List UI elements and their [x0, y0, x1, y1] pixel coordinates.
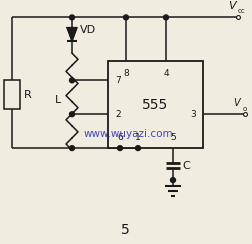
Circle shape [69, 15, 74, 20]
Text: V: V [233, 98, 239, 108]
Text: 4: 4 [163, 69, 168, 78]
Circle shape [117, 146, 122, 151]
Text: cc: cc [237, 8, 245, 13]
Circle shape [69, 112, 74, 117]
Circle shape [69, 146, 74, 151]
Bar [4, 80, 20, 109]
Text: www.wuyazi.com: www.wuyazi.com [83, 129, 172, 139]
Text: o: o [242, 106, 246, 112]
Circle shape [123, 15, 128, 20]
Circle shape [135, 146, 140, 151]
Text: 3: 3 [190, 110, 195, 119]
Circle shape [69, 78, 74, 83]
Text: 7: 7 [115, 76, 120, 85]
Text: 8: 8 [123, 69, 128, 78]
Text: C: C [181, 161, 189, 171]
Text: 555: 555 [142, 98, 168, 112]
Text: 5: 5 [169, 133, 175, 142]
Text: R: R [24, 90, 32, 100]
Circle shape [170, 178, 175, 183]
Circle shape [163, 15, 168, 20]
Text: V: V [227, 0, 235, 10]
Bar [108, 61, 202, 148]
Text: 6: 6 [117, 133, 122, 142]
Text: 5: 5 [120, 224, 129, 237]
Text: 1: 1 [135, 133, 140, 142]
Text: L: L [55, 95, 61, 105]
Text: 2: 2 [115, 110, 120, 119]
Text: VD: VD [80, 25, 96, 35]
Polygon shape [67, 28, 77, 41]
